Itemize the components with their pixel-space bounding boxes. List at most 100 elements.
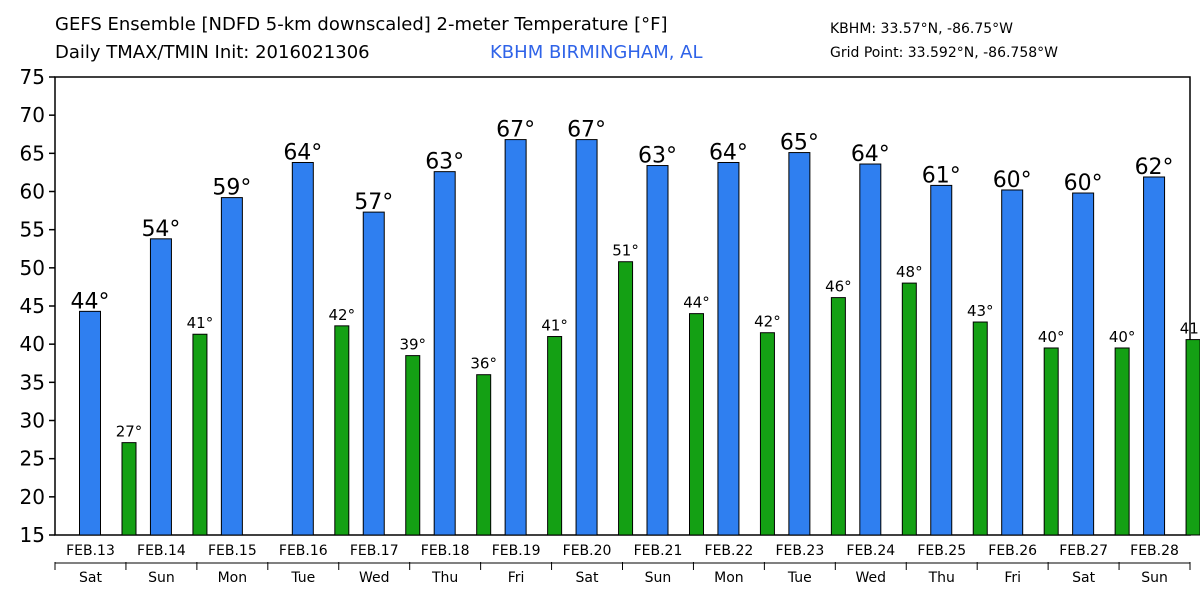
tmax-bar — [433, 171, 456, 536]
tmax-bar — [1072, 192, 1095, 536]
x-date-label: FEB.17 — [350, 543, 399, 559]
y-tick-label: 40 — [20, 332, 45, 356]
tmin-data-label: 40° — [1109, 328, 1136, 346]
tmin-data-label: 48° — [896, 263, 923, 281]
x-date-label: FEB.22 — [705, 543, 754, 559]
tmin-data-label: 44° — [683, 294, 710, 312]
x-date-label: FEB.25 — [917, 543, 966, 559]
x-weekday-label: Sat — [79, 570, 102, 586]
tmin-data-label: 39° — [399, 336, 426, 354]
x-date-label: FEB.14 — [137, 543, 186, 559]
y-tick-label: 65 — [20, 141, 45, 165]
x-date-label: FEB.23 — [775, 543, 824, 559]
tmax-data-label: 63° — [425, 150, 464, 175]
tmin-bar — [1114, 347, 1130, 536]
tmin-data-label: 41° — [541, 317, 568, 335]
y-tick-label: 30 — [20, 409, 45, 433]
y-tick-label: 20 — [20, 485, 45, 509]
tmax-bar — [575, 139, 598, 536]
tmax-bar — [646, 165, 669, 536]
tmax-data-label: 62° — [1135, 155, 1174, 180]
x-date-label: FEB.24 — [846, 543, 895, 559]
tmin-bar — [618, 261, 634, 536]
tmin-bar — [901, 282, 917, 536]
x-date-label: FEB.18 — [421, 543, 470, 559]
x-weekday-label: Wed — [856, 570, 887, 586]
x-weekday-label: Wed — [359, 570, 390, 586]
y-tick-label: 15 — [20, 523, 45, 547]
tmin-data-label: 46° — [825, 278, 852, 296]
tmax-data-label: 67° — [567, 118, 606, 143]
station-name: KBHM BIRMINGHAM, AL — [490, 42, 703, 63]
tmax-data-label: 61° — [922, 163, 961, 188]
x-weekday-label: Sat — [1072, 570, 1095, 586]
tmax-data-label: 44° — [71, 289, 110, 314]
x-date-label: FEB.26 — [988, 543, 1037, 559]
tmin-bar — [405, 355, 421, 536]
x-date-label: FEB.16 — [279, 543, 328, 559]
x-weekday-label: Tue — [787, 570, 812, 586]
x-weekday-label: Sun — [148, 570, 175, 586]
x-weekday-label: Fri — [508, 570, 525, 586]
tmax-bar — [859, 163, 882, 536]
tmax-data-label: 64° — [283, 140, 322, 165]
x-date-label: FEB.27 — [1059, 543, 1108, 559]
x-date-label: FEB.21 — [634, 543, 683, 559]
tmax-bar — [149, 238, 172, 536]
tmin-bar — [547, 336, 563, 536]
x-weekday-label: Sun — [645, 570, 672, 586]
tmax-bar — [1143, 176, 1166, 536]
y-tick-label: 50 — [20, 256, 45, 280]
tmax-data-label: 54° — [141, 217, 180, 242]
tmax-data-label: 59° — [212, 176, 251, 201]
x-weekday-label: Tue — [290, 570, 315, 586]
chart-title-line1: GEFS Ensemble [NDFD 5-km downscaled] 2-m… — [55, 14, 668, 35]
tmax-data-label: 64° — [709, 140, 748, 165]
tmax-data-label: 63° — [638, 144, 677, 169]
x-weekday-label: Mon — [218, 570, 248, 586]
tmax-data-label: 65° — [780, 131, 819, 156]
x-weekday-label: Fri — [1004, 570, 1021, 586]
grid-point-coordinates: Grid Point: 33.592°N, -86.758°W — [830, 45, 1058, 61]
tmax-bar — [1001, 189, 1024, 536]
y-tick-label: 70 — [20, 103, 45, 127]
tmax-data-label: 64° — [851, 142, 890, 167]
tmin-bar — [830, 297, 846, 536]
y-tick-label: 25 — [20, 447, 45, 471]
chart-title-line2: Daily TMAX/TMIN Init: 2016021306 — [55, 42, 370, 63]
tmin-bar — [334, 325, 350, 536]
y-tick-label: 55 — [20, 218, 45, 242]
x-weekday-label: Thu — [431, 570, 458, 586]
x-date-label: FEB.13 — [66, 543, 115, 559]
tmax-data-label: 60° — [993, 168, 1032, 193]
x-date-label: FEB.20 — [563, 543, 612, 559]
tmax-bar — [79, 310, 101, 536]
x-weekday-label: Mon — [714, 570, 744, 586]
tmin-data-label: 36° — [470, 355, 497, 373]
station-coordinates: KBHM: 33.57°N, -86.75°W — [830, 21, 1013, 37]
tmin-bar — [689, 313, 704, 536]
tmin-bar — [759, 332, 775, 536]
x-date-label: FEB.15 — [208, 543, 257, 559]
tmin-data-label: 27° — [116, 423, 143, 441]
x-weekday-label: Sun — [1141, 570, 1168, 586]
tmax-bar — [717, 161, 740, 536]
y-tick-label: 45 — [20, 294, 45, 318]
tmin-data-label: 42° — [754, 313, 781, 331]
tmin-data-label: 40° — [1038, 328, 1065, 346]
tmin-bar — [972, 321, 988, 536]
tmin-data-label: 42° — [329, 306, 356, 324]
tmax-bar — [788, 152, 811, 536]
x-date-label: FEB.19 — [492, 543, 541, 559]
tmax-data-label: 57° — [354, 190, 393, 215]
y-tick-label: 35 — [20, 370, 45, 394]
y-tick-label: 75 — [20, 65, 45, 89]
tmin-data-label: 51° — [612, 242, 639, 260]
tmax-data-label: 60° — [1064, 171, 1103, 196]
tmin-bar — [476, 374, 492, 536]
tmax-bar — [504, 139, 527, 536]
tmax-bar — [220, 197, 243, 536]
tmax-bar — [362, 211, 385, 536]
tmax-data-label: 67° — [496, 118, 535, 143]
